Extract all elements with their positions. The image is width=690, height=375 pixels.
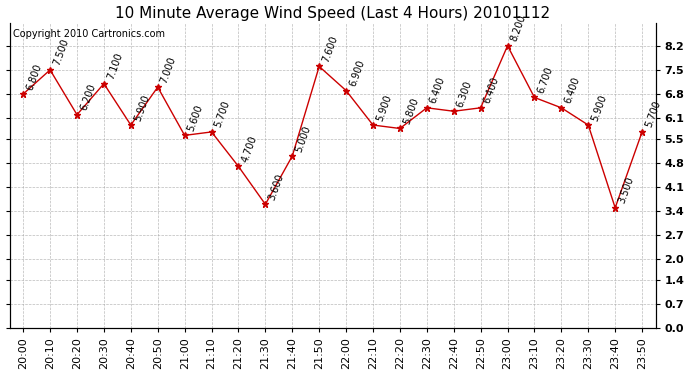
- Text: 5.600: 5.600: [186, 103, 205, 133]
- Text: 6.900: 6.900: [348, 58, 366, 88]
- Text: 7.000: 7.000: [159, 55, 178, 84]
- Text: 6.400: 6.400: [482, 76, 501, 105]
- Title: 10 Minute Average Wind Speed (Last 4 Hours) 20101112: 10 Minute Average Wind Speed (Last 4 Hou…: [115, 6, 550, 21]
- Text: 6.700: 6.700: [536, 65, 555, 94]
- Text: 7.500: 7.500: [52, 38, 70, 67]
- Text: 4.700: 4.700: [240, 134, 259, 164]
- Text: 6.400: 6.400: [428, 76, 447, 105]
- Text: 3.600: 3.600: [267, 172, 286, 201]
- Text: 6.200: 6.200: [79, 82, 97, 112]
- Text: Copyright 2010 Cartronics.com: Copyright 2010 Cartronics.com: [13, 29, 165, 39]
- Text: 5.000: 5.000: [294, 124, 313, 153]
- Text: 5.700: 5.700: [213, 100, 232, 129]
- Text: 7.100: 7.100: [106, 51, 124, 81]
- Text: 5.900: 5.900: [375, 93, 393, 122]
- Text: 3.500: 3.500: [617, 176, 635, 205]
- Text: 7.600: 7.600: [321, 34, 339, 64]
- Text: 5.800: 5.800: [402, 96, 420, 126]
- Text: 5.900: 5.900: [590, 93, 609, 122]
- Text: 5.700: 5.700: [644, 100, 662, 129]
- Text: 6.400: 6.400: [563, 76, 582, 105]
- Text: 6.300: 6.300: [455, 79, 474, 108]
- Text: 8.200: 8.200: [509, 13, 528, 43]
- Text: 5.900: 5.900: [132, 93, 151, 122]
- Text: 6.800: 6.800: [25, 62, 43, 91]
